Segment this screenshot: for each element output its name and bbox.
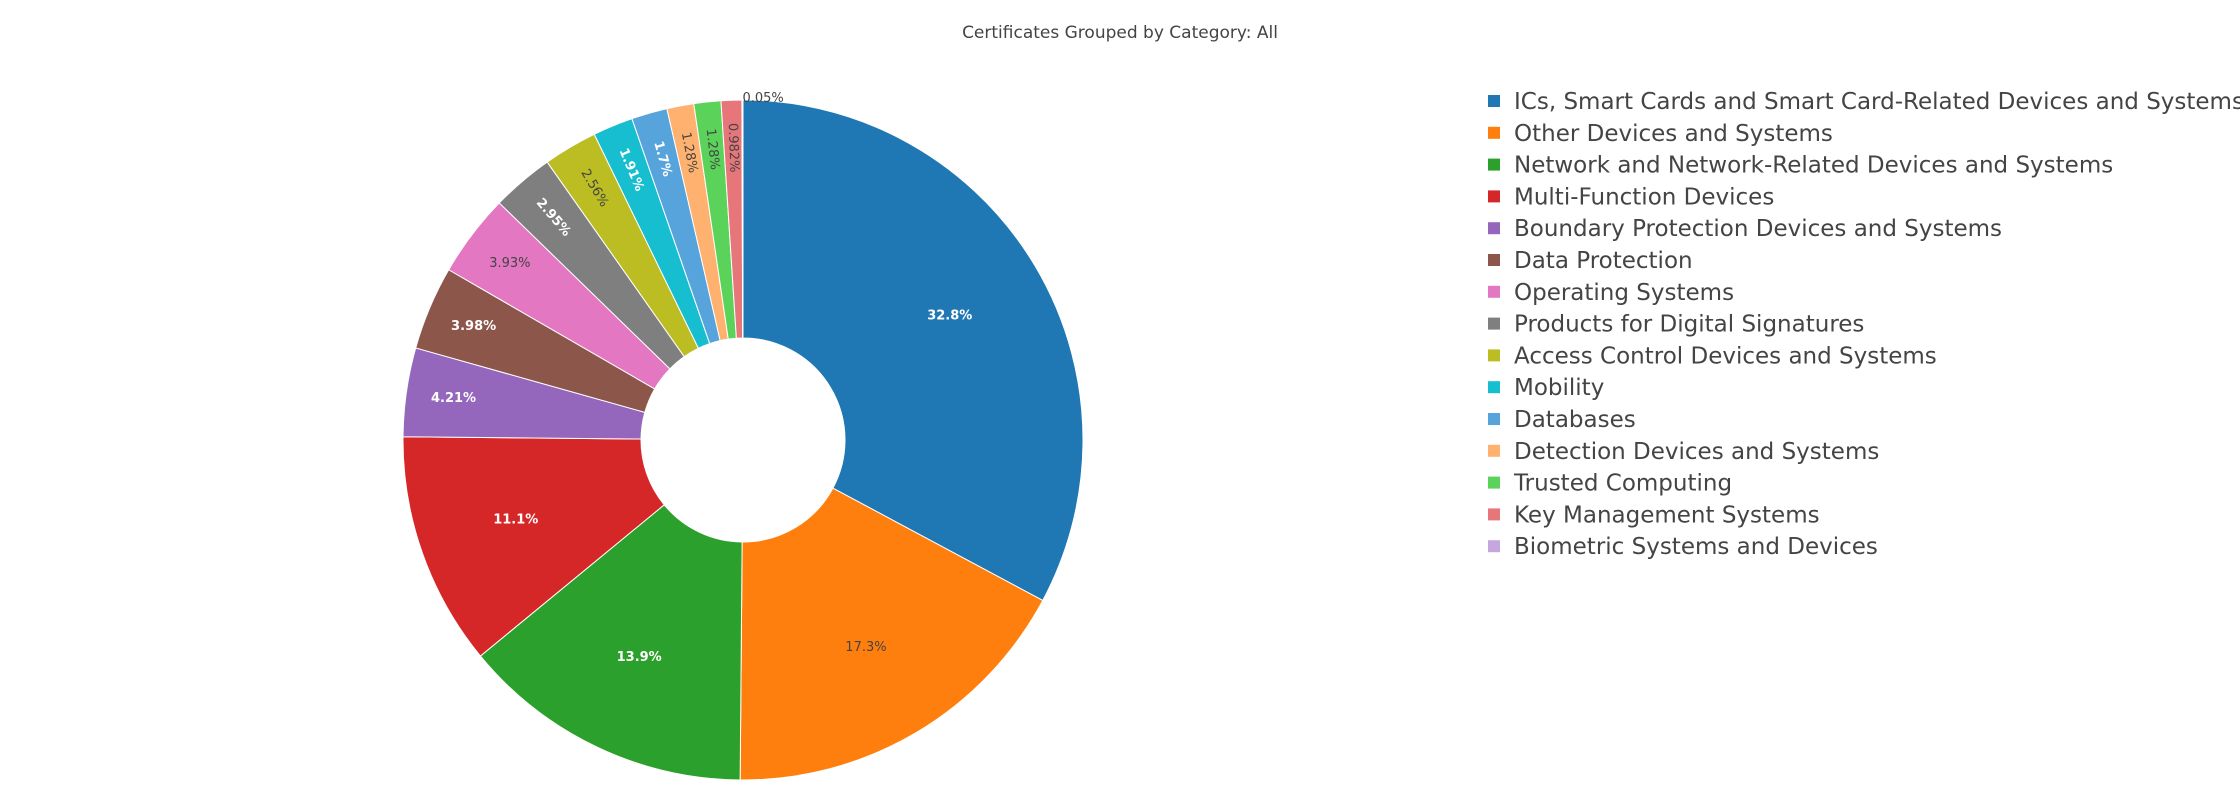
legend-label: Boundary Protection Devices and Systems <box>1514 216 2002 242</box>
legend-swatch <box>1488 540 1500 553</box>
legend-label: Operating Systems <box>1514 280 1734 306</box>
slice-label-trusted-computing: 1.28% <box>703 128 722 171</box>
legend: ICs, Smart Cards and Smart Card-Related … <box>1488 89 2240 560</box>
legend-swatch <box>1488 349 1500 362</box>
pie-slices <box>402 99 1084 781</box>
slice-label-boundary-protection-devices-and-systems: 4.21% <box>431 391 476 406</box>
legend-item-key-management-systems[interactable]: Key Management Systems <box>1488 502 1820 528</box>
legend-item-other-devices-and-systems[interactable]: Other Devices and Systems <box>1488 121 1833 147</box>
legend-item-trusted-computing[interactable]: Trusted Computing <box>1488 471 1732 497</box>
legend-item-network-and-network-related-devices-and-systems[interactable]: Network and Network-Related Devices and … <box>1488 153 2113 179</box>
pie-slice-other-devices-and-systems[interactable] <box>739 487 1044 781</box>
legend-swatch <box>1488 158 1500 171</box>
pie-slice-biometric-systems-and-devices[interactable] <box>741 99 744 339</box>
legend-label: Data Protection <box>1514 248 1693 274</box>
legend-item-access-control-devices-and-systems[interactable]: Access Control Devices and Systems <box>1488 343 1937 369</box>
pie-slice-multi-function-devices[interactable] <box>402 436 665 657</box>
legend-swatch <box>1488 444 1500 457</box>
slice-label-ics-smart-cards-and-smart-card-related-devices-and-systems: 32.8% <box>927 309 972 324</box>
legend-item-ics-smart-cards-and-smart-card-related-devices-and-systems[interactable]: ICs, Smart Cards and Smart Card-Related … <box>1488 89 2240 115</box>
legend-label: Databases <box>1514 407 1636 433</box>
pie-slice-ics-smart-cards-and-smart-card-related-devices-and-systems[interactable] <box>742 99 1084 602</box>
legend-item-products-for-digital-signatures[interactable]: Products for Digital Signatures <box>1488 312 1864 338</box>
slice-label-network-and-network-related-devices-and-systems: 13.9% <box>617 650 662 665</box>
legend-item-multi-function-devices[interactable]: Multi-Function Devices <box>1488 184 1774 210</box>
chart-title: Certificates Grouped by Category: All <box>962 23 1278 43</box>
legend-item-mobility[interactable]: Mobility <box>1488 375 1604 401</box>
legend-label: Key Management Systems <box>1514 502 1820 528</box>
legend-label: Multi-Function Devices <box>1514 184 1774 210</box>
legend-item-detection-devices-and-systems[interactable]: Detection Devices and Systems <box>1488 439 1879 465</box>
legend-label: Biometric Systems and Devices <box>1514 534 1878 560</box>
legend-label: Mobility <box>1514 375 1604 401</box>
legend-swatch <box>1488 413 1500 425</box>
legend-item-data-protection[interactable]: Data Protection <box>1488 248 1693 274</box>
legend-swatch <box>1488 285 1500 298</box>
legend-label: Other Devices and Systems <box>1514 121 1833 147</box>
legend-item-biometric-systems-and-devices[interactable]: Biometric Systems and Devices <box>1488 534 1878 560</box>
slice-label-data-protection: 3.98% <box>451 319 496 334</box>
pie-slice-network-and-network-related-devices-and-systems[interactable] <box>479 504 743 781</box>
legend-swatch <box>1488 381 1500 394</box>
slice-label-detection-devices-and-systems: 1.28% <box>678 131 700 174</box>
legend-label: ICs, Smart Cards and Smart Card-Related … <box>1514 89 2240 115</box>
legend-item-boundary-protection-devices-and-systems[interactable]: Boundary Protection Devices and Systems <box>1488 216 2002 242</box>
slice-label-multi-function-devices: 11.1% <box>493 513 538 528</box>
legend-item-databases[interactable]: Databases <box>1488 407 1636 433</box>
legend-swatch <box>1488 222 1500 235</box>
slice-label-biometric-systems-and-devices: 0.05% <box>742 91 783 106</box>
legend-swatch <box>1488 190 1500 203</box>
legend-swatch <box>1488 254 1500 266</box>
slice-label-key-management-systems: 0.982% <box>725 123 742 173</box>
legend-label: Access Control Devices and Systems <box>1514 343 1937 369</box>
legend-label: Products for Digital Signatures <box>1514 312 1864 338</box>
slice-label-other-devices-and-systems: 17.3% <box>845 640 886 655</box>
legend-swatch <box>1488 476 1500 489</box>
legend-label: Trusted Computing <box>1513 471 1732 497</box>
legend-label: Detection Devices and Systems <box>1514 439 1879 465</box>
slice-label-operating-systems: 3.93% <box>489 256 530 271</box>
legend-item-operating-systems[interactable]: Operating Systems <box>1488 280 1734 306</box>
legend-swatch <box>1488 508 1500 521</box>
legend-swatch <box>1488 95 1500 107</box>
legend-swatch <box>1488 317 1500 330</box>
legend-label: Network and Network-Related Devices and … <box>1514 153 2113 179</box>
legend-swatch <box>1488 126 1500 139</box>
